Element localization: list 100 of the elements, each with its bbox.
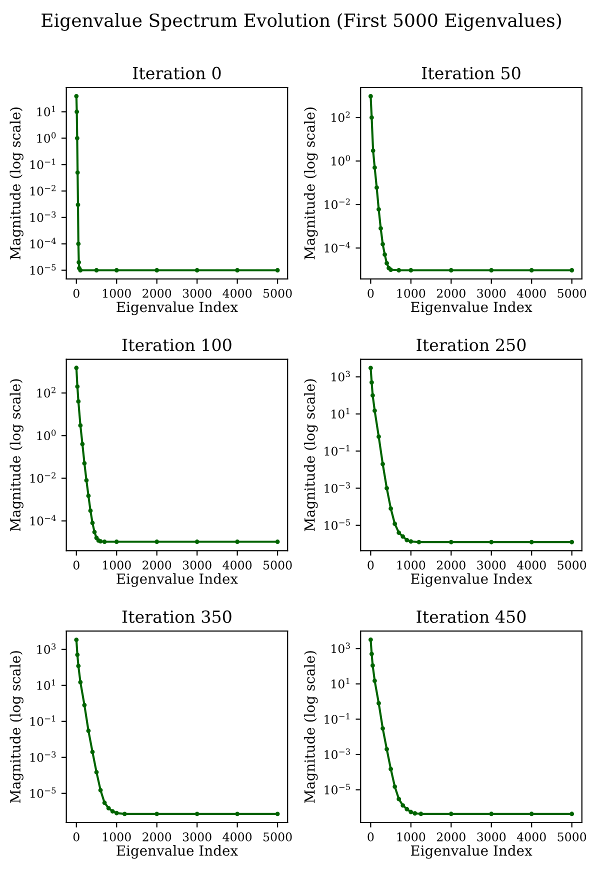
x-tick-label: 5000 — [264, 288, 292, 298]
y-axis-title: Magnitude (log scale) — [10, 651, 24, 803]
x-tick-label: 4000 — [516, 288, 546, 298]
point — [396, 796, 402, 802]
x-tick-label: 1000 — [397, 560, 426, 570]
point — [370, 148, 376, 153]
y-tick-label: 10$^{2}$ — [332, 111, 350, 122]
point — [448, 812, 454, 816]
point — [448, 540, 454, 544]
point — [74, 366, 79, 370]
x-tick-label: 1000 — [103, 560, 131, 570]
point — [378, 226, 383, 231]
point — [235, 540, 240, 544]
x-axis-title: Eigenvalue Index — [410, 301, 532, 316]
point — [392, 784, 398, 789]
y-tick-label: 10$^{−5}$ — [324, 784, 350, 794]
point — [86, 728, 91, 734]
y-axis-title: Magnitude (log scale) — [304, 651, 318, 803]
x-tick-label: 0 — [73, 288, 80, 298]
point — [74, 110, 80, 114]
x-tick-label: 2000 — [142, 288, 172, 298]
point — [98, 788, 103, 792]
y-tick-label: 10$^{0}$ — [332, 154, 350, 166]
point — [384, 746, 389, 752]
point — [408, 810, 414, 814]
point — [489, 540, 494, 544]
x-tick-label: 0 — [368, 560, 374, 570]
y-tick-label: 10$^{−1}$ — [30, 158, 56, 170]
point — [92, 530, 97, 534]
point — [74, 136, 80, 140]
x-tick-label: 1000 — [103, 288, 131, 298]
point — [400, 803, 406, 808]
point — [90, 520, 95, 526]
x-tick-label: 0 — [368, 288, 374, 298]
point — [82, 702, 87, 708]
point — [489, 812, 494, 816]
y-tick-label: 10$^{−2}$ — [30, 184, 56, 196]
y-tick-label: 10$^{−2}$ — [324, 198, 350, 210]
y-tick-label: 10$^{1}$ — [37, 106, 56, 116]
point — [102, 800, 107, 805]
point — [369, 652, 374, 656]
point — [114, 810, 119, 816]
x-tick-label: 3000 — [477, 560, 506, 570]
point — [114, 268, 119, 272]
x-tick-label: 0 — [73, 832, 80, 842]
point — [392, 522, 398, 526]
point — [90, 750, 95, 754]
point — [388, 268, 394, 272]
y-tick-label: 10$^{−1}$ — [324, 713, 350, 724]
point — [404, 806, 410, 812]
x-axis-title: Eigenvalue Index — [116, 845, 238, 859]
point — [570, 268, 574, 272]
x-tick-label: 0 — [368, 832, 374, 842]
chart-title: Iteration 350 — [122, 610, 232, 623]
y-tick-label: 10$^{1}$ — [37, 679, 56, 690]
point — [88, 508, 93, 513]
y-axis-title: Magnitude (log scale) — [304, 107, 318, 260]
y-tick-label: 10$^{−5}$ — [30, 787, 56, 798]
x-tick-label: 2000 — [436, 288, 466, 298]
point — [529, 540, 534, 544]
point — [76, 260, 82, 265]
x-tick-label: 2000 — [436, 832, 466, 842]
point — [384, 486, 389, 490]
point — [368, 366, 373, 370]
point — [194, 268, 200, 272]
point — [408, 268, 414, 272]
x-tick-label: 1000 — [397, 832, 426, 842]
x-tick-label: 5000 — [558, 832, 586, 842]
y-tick-label: 10$^{−1}$ — [324, 445, 350, 456]
point — [374, 185, 379, 190]
x-axis-title: Eigenvalue Index — [410, 573, 532, 587]
point — [372, 678, 377, 683]
point — [154, 268, 160, 272]
y-tick-label: 10$^{−2}$ — [30, 472, 56, 483]
point — [372, 408, 377, 413]
point — [76, 202, 80, 208]
point — [369, 115, 374, 120]
point — [75, 652, 80, 658]
y-tick-label: 10$^{−4}$ — [30, 238, 56, 248]
y-tick-label: 10$^{−3}$ — [324, 748, 350, 760]
point — [80, 442, 85, 446]
point — [194, 540, 200, 544]
x-tick-label: 4000 — [222, 560, 252, 570]
point — [369, 380, 374, 385]
chart-title: Iteration 50 — [422, 66, 520, 80]
x-tick-label: 4000 — [516, 832, 546, 842]
point — [529, 812, 534, 816]
point — [110, 809, 115, 814]
point — [76, 664, 81, 668]
point — [372, 165, 377, 170]
point — [489, 268, 494, 272]
x-tick-label: 3000 — [182, 832, 212, 842]
x-tick-label: 2000 — [142, 560, 172, 570]
point — [376, 207, 381, 212]
y-tick-label: 10$^{−5}$ — [30, 264, 56, 275]
point — [74, 638, 79, 642]
point — [376, 701, 381, 706]
x-tick-label: 3000 — [477, 832, 506, 842]
x-tick-label: 2000 — [436, 560, 466, 570]
x-tick-label: 3000 — [182, 560, 212, 570]
